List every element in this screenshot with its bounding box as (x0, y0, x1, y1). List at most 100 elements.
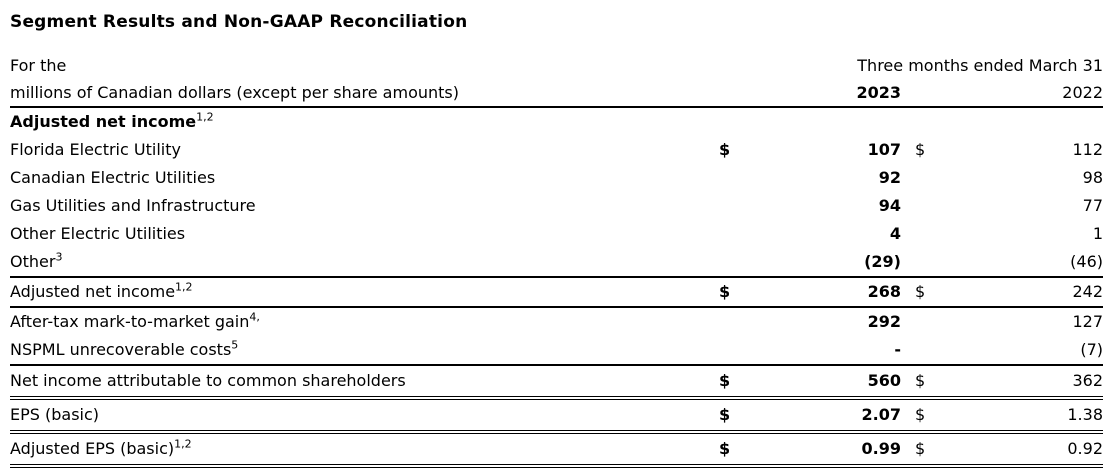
value-2022: (7) (944, 336, 1103, 366)
page-title: Segment Results and Non-GAAP Reconciliat… (10, 12, 468, 32)
row-label-text: Adjusted net income (10, 112, 197, 131)
table-row: EPS (basic) $ 2.07 $ 1.38 (10, 398, 1103, 434)
value-2023: 4 (889, 224, 901, 243)
table-row: Florida Electric Utility $ 107 $ 112 (10, 136, 1103, 164)
value-2022: (46) (944, 248, 1103, 278)
row-label: EPS (basic) (10, 398, 709, 434)
header-for-the: For the (10, 56, 67, 75)
value-2022: 77 (1082, 196, 1103, 215)
currency-2023 (708, 248, 751, 278)
row-label: NSPML unrecoverable costs5 (10, 336, 709, 366)
currency-2022: $ (900, 432, 945, 468)
row-label: Other Electric Utilities (10, 220, 709, 248)
currency-2023: $ (708, 365, 751, 400)
row-label: Other3 (10, 248, 709, 278)
table-row: Gas Utilities and Infrastructure 94 77 (10, 192, 1103, 220)
header-year-2023: 2023 (750, 79, 901, 108)
header-spacer (900, 79, 945, 108)
currency-2022: $ (900, 277, 945, 308)
value-2023: 0.99 (750, 432, 901, 468)
currency-2023 (708, 336, 751, 366)
row-label: Gas Utilities and Infrastructure (10, 192, 709, 220)
value-2022: 98 (1082, 168, 1103, 187)
row-label: Adjusted EPS (basic)1,2 (10, 432, 709, 468)
row-label-text: Other (10, 252, 56, 271)
currency-2022: $ (900, 398, 945, 434)
value-2023: - (750, 336, 901, 366)
value-2023: 107 (867, 140, 901, 159)
row-label-text: Adjusted net income (10, 282, 176, 301)
value-2023: 560 (750, 365, 901, 400)
currency-2023 (709, 164, 751, 192)
footnote-ref: 1,2 (175, 280, 193, 294)
header-spacer (708, 79, 751, 108)
currency-2023 (709, 192, 751, 220)
table-row: NSPML unrecoverable costs5 - (7) (10, 336, 1103, 366)
row-label-text: Gas Utilities and Infrastructure (10, 196, 256, 215)
currency-2023 (709, 307, 751, 336)
header-period: Three months ended March 31 (857, 56, 1103, 75)
table-row: Other Electric Utilities 4 1 (10, 220, 1103, 248)
row-label-text: Other Electric Utilities (10, 224, 186, 243)
footnote-ref: 1,2 (196, 110, 214, 124)
currency-2022 (900, 336, 945, 366)
currency-2022 (901, 307, 945, 336)
footnote-ref: 5 (231, 338, 239, 352)
row-label: Adjusted net income1,2 (10, 107, 709, 136)
table-row: After-tax mark-to-market gain4, 292 127 (10, 307, 1103, 336)
value-2022: 112 (1072, 140, 1103, 159)
currency-2022: $ (914, 140, 926, 159)
footnote-ref: 4, (249, 310, 260, 324)
value-2023: 292 (867, 312, 901, 331)
table-row: Other3 (29) (46) (10, 248, 1103, 278)
segment-results-table: For the Three months ended March 31 mill… (10, 52, 1103, 468)
value-2022 (945, 107, 1103, 136)
row-label: Net income attributable to common shareh… (10, 365, 709, 400)
row-label-text: Net income attributable to common shareh… (10, 371, 406, 390)
value-2023: 2.07 (750, 398, 901, 434)
row-label: Florida Electric Utility (10, 136, 709, 164)
currency-2022 (901, 192, 945, 220)
row-label-text: Florida Electric Utility (10, 140, 181, 159)
table-row: Adjusted EPS (basic)1,2 $ 0.99 $ 0.92 (10, 432, 1103, 468)
value-2023: (29) (750, 248, 901, 278)
table-header-row-1: For the Three months ended March 31 (10, 52, 1103, 79)
value-2022: 1 (1092, 224, 1103, 243)
value-2023: 92 (878, 168, 901, 187)
currency-2023: $ (708, 432, 751, 468)
table-row: Net income attributable to common shareh… (10, 365, 1103, 400)
currency-2022 (901, 107, 945, 136)
row-label-text: NSPML unrecoverable costs (10, 340, 232, 359)
row-label-text: EPS (basic) (10, 405, 100, 424)
currency-2023 (709, 220, 751, 248)
footnote-ref: 3 (55, 250, 63, 264)
row-label-text: Adjusted EPS (basic) (10, 439, 175, 458)
row-label: Canadian Electric Utilities (10, 164, 709, 192)
table-row: Adjusted net income1,2 $ 268 $ 242 (10, 277, 1103, 308)
row-label: Adjusted net income1,2 (10, 277, 709, 308)
table-row: Adjusted net income1,2 (10, 107, 1103, 136)
value-2022: 127 (1072, 312, 1103, 331)
currency-2022 (901, 220, 945, 248)
value-2022: 0.92 (944, 432, 1103, 468)
row-label: After-tax mark-to-market gain4, (10, 307, 709, 336)
currency-2023: $ (708, 277, 751, 308)
value-2023: 94 (878, 196, 901, 215)
value-2022: 362 (944, 365, 1103, 400)
row-label-text: After-tax mark-to-market gain (10, 312, 250, 331)
currency-2023 (709, 107, 751, 136)
currency-2022: $ (900, 365, 945, 400)
table-row: Canadian Electric Utilities 92 98 (10, 164, 1103, 192)
value-2023: 268 (750, 277, 901, 308)
table-header-row-2: millions of Canadian dollars (except per… (10, 79, 1103, 108)
currency-2023: $ (718, 140, 731, 159)
footnote-ref: 1,2 (174, 437, 192, 451)
value-2023 (751, 107, 901, 136)
currency-2022 (901, 164, 945, 192)
value-2022: 242 (944, 277, 1103, 308)
value-2022: 1.38 (944, 398, 1103, 434)
currency-2023: $ (708, 398, 751, 434)
header-year-2022: 2022 (944, 79, 1103, 108)
currency-2022 (900, 248, 945, 278)
